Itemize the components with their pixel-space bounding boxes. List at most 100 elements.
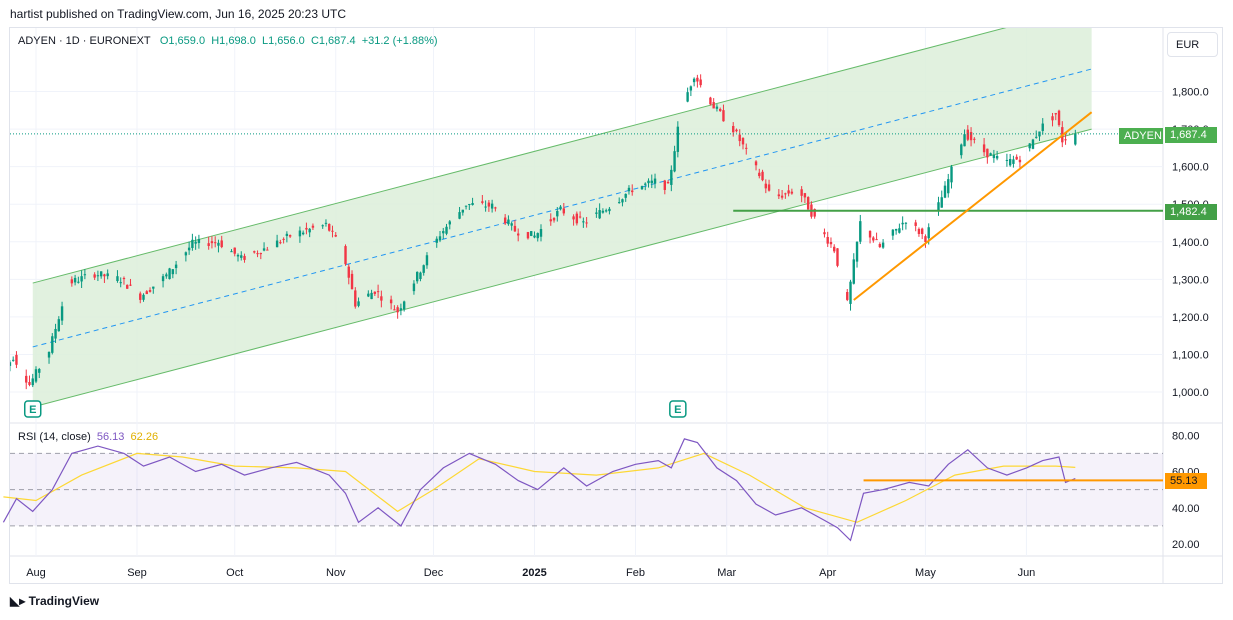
candle-body [279, 242, 282, 244]
candle-body [676, 126, 680, 152]
channel-upper-line [32, 28, 1007, 284]
candle-body [530, 231, 533, 236]
earnings-marker-label: E [674, 404, 681, 416]
candle-body [1064, 139, 1067, 141]
rsi-title[interactable]: RSI (14, close) [18, 431, 91, 443]
candle-body [220, 240, 223, 248]
candle-body [549, 219, 552, 222]
candle-body [373, 291, 377, 294]
candle-body [165, 274, 168, 277]
candle-body [881, 242, 885, 248]
candle-body [298, 230, 302, 237]
candle-body [1012, 159, 1015, 164]
candle-body [393, 309, 396, 311]
candle-body [389, 299, 393, 304]
candle-body [38, 368, 41, 373]
candle-body [106, 273, 109, 277]
candle-body [533, 235, 536, 238]
candle-body [826, 237, 829, 244]
candle-body [920, 228, 924, 234]
price-tag-symbol: ADYEN [1119, 128, 1163, 144]
candle-body [790, 191, 794, 194]
candle-body [539, 229, 543, 237]
candle-body [152, 286, 155, 289]
candle-body [516, 233, 520, 236]
candle-body [60, 306, 64, 321]
candle-body [57, 319, 61, 332]
candle-body [184, 252, 188, 256]
candle-body [334, 235, 337, 237]
candle-body [709, 97, 712, 105]
candle-body [301, 232, 305, 235]
candle-body [1041, 123, 1044, 131]
candle-body [96, 275, 100, 277]
candle-body [1015, 156, 1018, 160]
candle-body [878, 244, 882, 248]
candle-body [308, 228, 311, 233]
candle-body [47, 351, 51, 358]
candle-body [187, 247, 191, 251]
candle-body [262, 248, 266, 251]
candle-body [754, 161, 758, 166]
candle-body [103, 274, 106, 277]
tradingview-logo[interactable]: ◣▸ TradingView [10, 594, 99, 608]
candle-body [425, 255, 429, 266]
candle-body [367, 293, 370, 297]
candle-body [142, 294, 145, 300]
candle-body [833, 246, 836, 252]
tradingview-logo-text: TradingView [28, 594, 100, 608]
candle-body [582, 221, 585, 223]
candle-body [1074, 133, 1077, 145]
candle-body [738, 134, 741, 142]
candle-body [764, 183, 768, 189]
candle-body [207, 243, 210, 246]
candle-body [780, 195, 784, 198]
candle-body [640, 186, 644, 190]
candle-body [510, 223, 513, 226]
candle-body [70, 279, 74, 284]
candle-body [490, 203, 494, 209]
candle-body [233, 247, 236, 254]
candle-body [986, 148, 989, 158]
candle-body [836, 248, 839, 266]
candle-body [161, 276, 165, 282]
candle-body [608, 208, 611, 212]
candle-body [73, 277, 77, 283]
candle-body [686, 92, 689, 102]
candle-body [5, 367, 7, 373]
time-tick-label: Aug [26, 567, 46, 579]
candle-body [347, 266, 350, 278]
candle-body [513, 225, 517, 232]
candle-body [435, 238, 438, 243]
candle-body [732, 125, 735, 133]
candle-body [653, 178, 657, 184]
candle-body [503, 217, 507, 224]
candle-body [412, 283, 416, 292]
candle-body [992, 155, 996, 159]
candle-body [917, 228, 921, 234]
candle-body [823, 232, 826, 235]
legend-close: C1,687.4 [310, 35, 356, 47]
candle-body [422, 265, 425, 273]
candle-body [973, 138, 976, 140]
candle-body [526, 232, 530, 239]
candle-body [51, 336, 54, 353]
candle-body [119, 282, 122, 284]
candle-body [494, 207, 497, 209]
candle-body [937, 202, 940, 211]
legend-symbol[interactable]: ADYEN · 1D · EURONEXT [18, 35, 151, 47]
candle-body [171, 269, 175, 275]
candle-body [1035, 136, 1038, 138]
candle-body [585, 222, 588, 224]
candle-body [624, 193, 627, 198]
price-tick-label: 1,200.0 [1172, 312, 1209, 324]
candle-body [34, 369, 38, 382]
candle-body [448, 221, 451, 225]
candle-body [93, 274, 96, 278]
candle-body [350, 273, 354, 290]
time-tick-label: Sep [127, 567, 147, 579]
currency-button[interactable]: EUR [1167, 32, 1218, 57]
level-tag: 1,482.4 [1165, 204, 1217, 220]
candle-body [966, 129, 970, 140]
